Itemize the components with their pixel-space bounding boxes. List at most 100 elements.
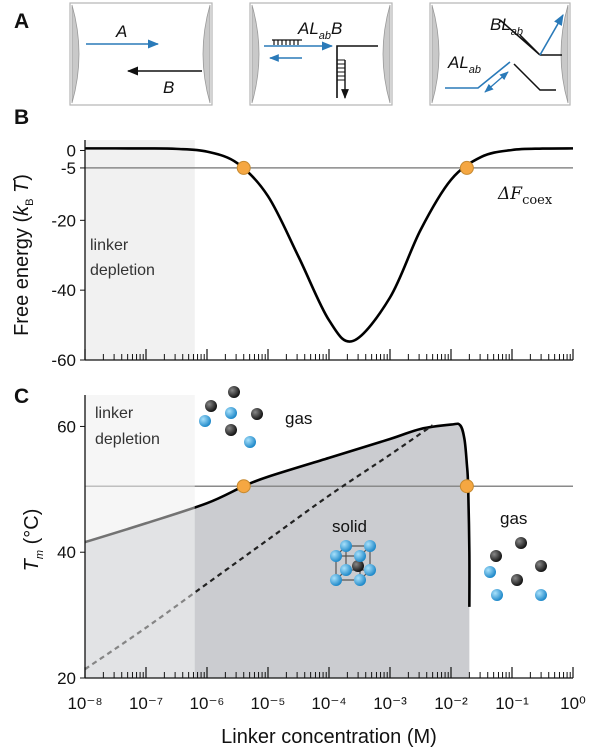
- region-label: depletion: [95, 431, 160, 448]
- particle: [340, 540, 352, 552]
- label-part: k: [11, 205, 33, 216]
- particle: [535, 589, 547, 601]
- panel-label: A: [14, 10, 29, 33]
- panel-label: B: [14, 106, 29, 129]
- annotation: solid: [332, 517, 367, 536]
- line: [84, 147, 574, 343]
- annotation: gas: [285, 409, 312, 428]
- x-tick-label: 10⁻⁸: [67, 694, 102, 713]
- label: A: [115, 22, 127, 41]
- particle: [330, 550, 342, 562]
- plot: 20 40 60 10⁻⁸ 10⁻⁷ 10⁻⁶ 10⁻⁵ 10⁻⁴ 10⁻³ 10⁻² 10⁻¹ 10…: [57, 395, 586, 713]
- x-tick-label: 10⁻¹: [495, 694, 529, 713]
- label-part: Free energy (: [11, 216, 33, 336]
- wall: [202, 4, 211, 104]
- reference-label: ΔFcoex: [497, 184, 553, 208]
- label-part: ): [11, 174, 33, 181]
- label-part: ab: [319, 30, 331, 42]
- label: ALab: [447, 53, 481, 76]
- x-tick-label: 10⁻⁴: [311, 694, 346, 713]
- strand: [499, 19, 562, 56]
- label-part: T: [11, 179, 33, 199]
- y-tick-label: 40: [57, 543, 76, 562]
- label-part: AL: [297, 19, 319, 38]
- marker: [236, 160, 251, 175]
- particle: [205, 400, 217, 412]
- label-part: B: [331, 19, 342, 38]
- particle: [535, 560, 547, 572]
- label-part: ab: [469, 64, 481, 76]
- label-part: m: [34, 550, 46, 559]
- label-part: ΔF: [497, 184, 523, 204]
- y-tick-label: 0: [67, 141, 76, 160]
- wall: [560, 4, 569, 104]
- marker: [459, 160, 474, 175]
- hybrid: [337, 59, 345, 81]
- annotation: gas: [500, 509, 527, 528]
- wall: [431, 4, 440, 104]
- particle: [352, 560, 364, 572]
- strand: [513, 63, 556, 91]
- label-part: ab: [511, 26, 523, 38]
- particle: [251, 408, 263, 420]
- particle: [199, 415, 211, 427]
- label-part: (°C): [21, 509, 43, 550]
- wall: [251, 4, 260, 104]
- particle: [364, 564, 376, 576]
- line: [84, 424, 434, 671]
- particle: [225, 424, 237, 436]
- x-tick-label: 10⁰: [560, 694, 586, 713]
- particle: [340, 564, 352, 576]
- label-part: AL: [447, 53, 469, 72]
- wall: [382, 4, 391, 104]
- panel-label: C: [14, 385, 29, 408]
- marker: [236, 479, 251, 494]
- plot: 0-5 -20 -40 -60 linker depletion ΔFcoex: [51, 140, 574, 370]
- y-axis-label: Free energy (kB T): [11, 174, 36, 336]
- label: BLab: [490, 15, 523, 38]
- x-tick-label: 10⁻⁵: [251, 694, 286, 713]
- box: [249, 2, 393, 106]
- y-tick-label: -5: [61, 159, 76, 178]
- particle: [490, 550, 502, 562]
- y-axis-label: Tm (°C): [21, 509, 46, 572]
- y-tick-label: -40: [51, 281, 76, 300]
- label-part: A: [115, 22, 127, 41]
- region-label: linker: [95, 405, 134, 422]
- strand: [539, 14, 564, 56]
- wall: [71, 4, 80, 104]
- y-tick-label: -60: [51, 351, 76, 370]
- strand: [445, 61, 511, 89]
- linker: [336, 45, 378, 98]
- box: [69, 2, 213, 106]
- area: [85, 423, 470, 678]
- strand: [484, 71, 509, 93]
- y-tick-label: 20: [57, 669, 76, 688]
- hybrid: [272, 39, 302, 45]
- particle: [491, 589, 503, 601]
- label-part: coex: [522, 193, 553, 208]
- label: B: [163, 78, 174, 97]
- label: ALabB: [297, 19, 342, 42]
- particle: [511, 574, 523, 586]
- particle: [330, 574, 342, 586]
- particle: [228, 386, 240, 398]
- particle: [244, 436, 256, 448]
- y-tick-label: -20: [51, 211, 76, 230]
- particle: [225, 407, 237, 419]
- x-tick-label: 10⁻⁶: [190, 694, 225, 713]
- particle: [515, 537, 527, 549]
- y-tick-label: 60: [57, 417, 76, 436]
- region-label: linker: [90, 237, 129, 254]
- label-part: T: [21, 557, 43, 571]
- region-label: depletion: [90, 262, 155, 279]
- label-part: B: [24, 199, 36, 206]
- x-tick-label: 10⁻³: [373, 694, 407, 713]
- shaded-overlay: [85, 395, 195, 678]
- schematic: A A B ALabB BLab ALab: [14, 2, 571, 106]
- particle: [354, 550, 366, 562]
- shaded-region: [85, 140, 195, 360]
- particle: [364, 540, 376, 552]
- x-tick-label: 10⁻²: [434, 694, 468, 713]
